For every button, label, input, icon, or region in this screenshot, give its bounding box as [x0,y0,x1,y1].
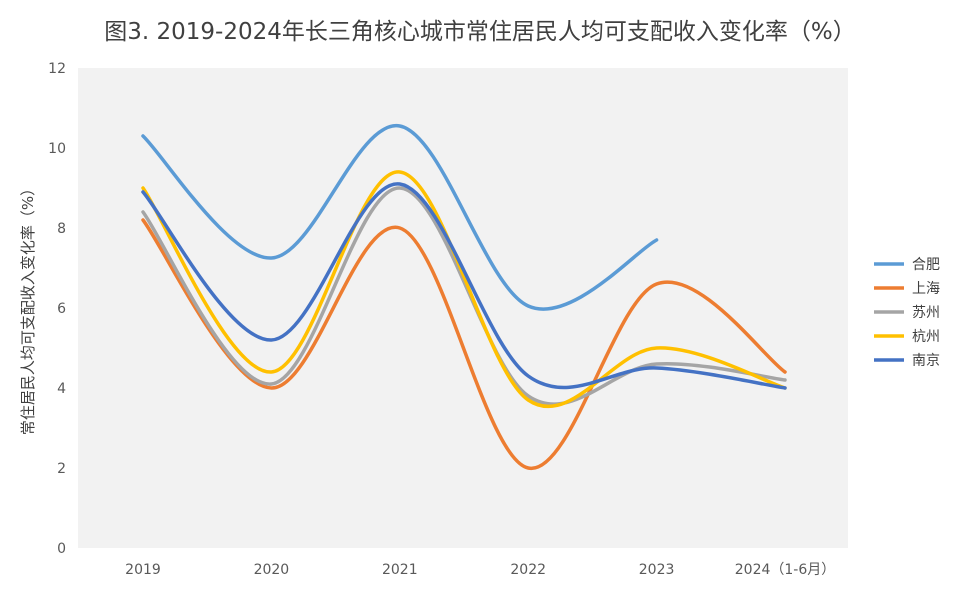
x-tick-label: 2021 [382,562,418,578]
legend-label: 南京 [912,353,940,369]
y-tick-label: 4 [57,381,66,397]
series-line-杭州 [141,170,787,409]
x-tick-label: 2022 [510,562,546,578]
y-tick-label: 10 [48,141,66,157]
series-line-南京 [141,182,787,390]
y-tick-label: 12 [48,61,66,77]
x-tick-label: 2023 [639,562,675,578]
legend-label: 上海 [912,281,940,297]
series-line-苏州 [141,186,787,406]
series-line-上海 [141,218,787,470]
y-axis-label: 常住居民人均可支配收入变化率（%） [19,181,37,435]
x-tick-label: 2019 [125,562,161,578]
chart-title: 图3. 2019-2024年长三角核心城市常住居民人均可支配收入变化率（%） [104,19,856,45]
legend-label: 杭州 [912,329,940,345]
axis-layer: 0 2 4 6 8 10 12 2019 2020 2021 2022 2023 2024（1-6月） [48,61,835,578]
y-tick-label: 8 [57,221,66,237]
series-line-合肥 [141,124,659,311]
y-tick-label: 2 [57,461,66,477]
legend-label: 苏州 [912,305,940,321]
series-layer [141,124,787,470]
legend-label: 合肥 [912,257,940,273]
y-tick-label: 6 [57,301,66,317]
x-tick-label: 2020 [254,562,290,578]
plot-area [78,68,848,548]
x-tick-label: 2024（1-6月） [735,562,836,578]
y-tick-label: 0 [57,541,66,557]
